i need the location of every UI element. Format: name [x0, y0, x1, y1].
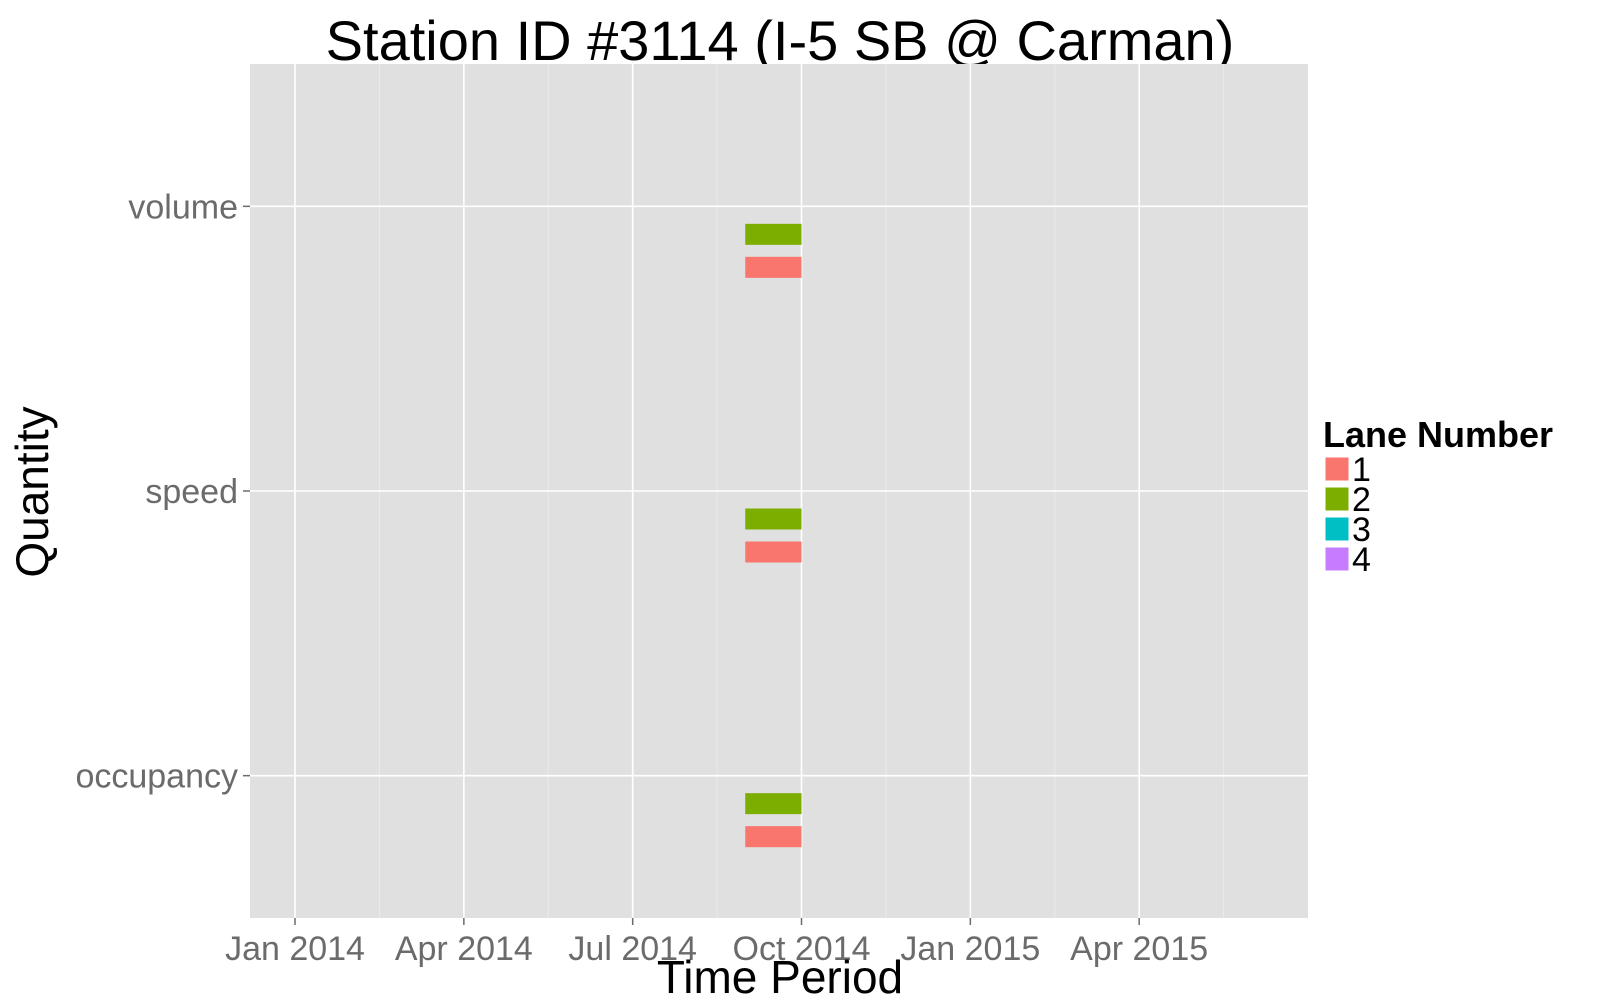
x-tick-label: Jul 2014 [568, 930, 697, 968]
segment-lane-1-volume [745, 256, 802, 278]
legend-key-3 [1324, 516, 1350, 542]
y-axis-title: Quantity [6, 406, 58, 577]
grid-lines [250, 64, 1308, 918]
y-tick-label: volume [128, 188, 238, 226]
legend-title: Lane Number [1323, 414, 1553, 455]
x-tick-label: Jan 2014 [225, 930, 365, 968]
x-tick-label: Jan 2015 [900, 930, 1040, 968]
legend-key-4 [1324, 546, 1350, 572]
y-axis: volume speed occupancy [75, 188, 250, 796]
data-marks [745, 223, 802, 848]
legend-label-1: 1 [1352, 451, 1371, 489]
segment-lane-2-volume [745, 223, 802, 245]
x-tick-label: Oct 2014 [733, 930, 871, 968]
x-tick-label: Apr 2014 [395, 930, 533, 968]
y-tick-label: occupancy [75, 758, 238, 796]
x-axis: Jan 2014 Apr 2014 Jul 2014 Oct 2014 Jan 2015… [225, 918, 1208, 968]
legend-key-2 [1324, 486, 1350, 512]
segment-lane-2-speed [745, 508, 802, 530]
segment-lane-1-speed [745, 541, 802, 563]
chart-title: Station ID #3114 (I-5 SB @ Carman) [326, 9, 1235, 72]
legend-key-1 [1324, 456, 1350, 482]
segment-lane-1-occupancy [745, 826, 802, 848]
x-tick-label: Apr 2015 [1070, 930, 1208, 968]
legend-label-3: 3 [1352, 511, 1371, 549]
x-axis-title: Time Period [657, 951, 903, 1000]
legend-label-2: 2 [1352, 481, 1371, 519]
legend-label-4: 4 [1352, 541, 1371, 579]
segment-lane-2-occupancy [745, 793, 802, 815]
y-tick-label: speed [145, 473, 238, 511]
